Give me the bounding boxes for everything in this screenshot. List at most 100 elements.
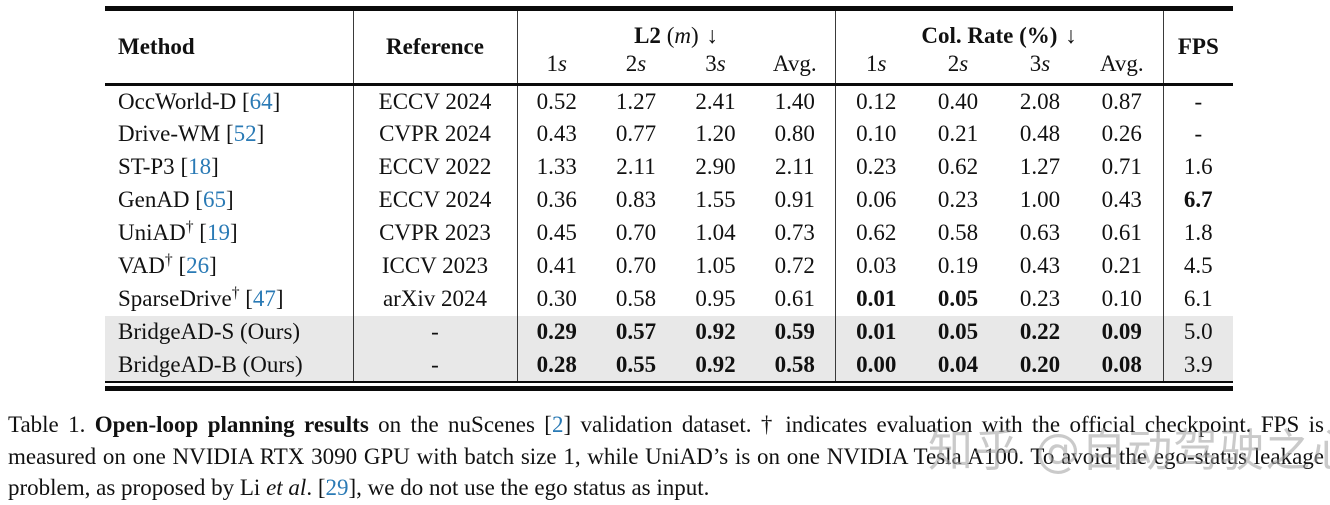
caption-segment: . [ — [306, 475, 326, 500]
dagger-marker: † — [185, 218, 194, 236]
col-rate-value: 0.43 — [1019, 253, 1061, 278]
table-row: Drive-WM [52] CVPR 2024 0.43 0.77 1.20 0.80 0.… — [105, 117, 1233, 151]
caption-citation-link[interactable]: 29 — [325, 475, 349, 500]
l2-value: 2.11 — [616, 154, 656, 179]
caption-citation-link[interactable]: 2 — [551, 412, 564, 437]
col-rate-value: 0.62 — [856, 220, 897, 245]
col-rate-value: 0.62 — [937, 154, 979, 179]
col-rate-value: 0.05 — [937, 286, 979, 311]
col-rate-value: 0.48 — [1019, 121, 1061, 146]
col-rate-value: 0.21 — [937, 121, 979, 146]
l2-value: 0.73 — [755, 216, 836, 250]
col-rate-value: 0.01 — [856, 286, 897, 311]
l2-value: 0.70 — [615, 253, 657, 278]
caption-segment: ], we do not use the ego status as input… — [348, 475, 710, 500]
col-rate-value: 0.10 — [856, 121, 897, 146]
citation-link[interactable]: 26 — [186, 253, 210, 278]
col-rate-value: 0.12 — [856, 88, 897, 114]
caption-segment: et al — [266, 475, 307, 500]
results-table: Method Reference L2 (m) ↓ Col. Rate (%) … — [105, 6, 1234, 391]
method-cell: GenAD [65] — [105, 183, 354, 217]
col-rate-value: 0.03 — [856, 253, 897, 278]
l2-value: 0.80 — [755, 117, 836, 151]
method-name: UniAD — [118, 220, 186, 245]
col-rate-value: 0.01 — [856, 319, 897, 344]
l2-value: 2.90 — [695, 154, 736, 179]
col-rate-value: 0.09 — [1081, 315, 1164, 349]
col-rate-value: 0.10 — [1081, 282, 1164, 316]
reference-cell: - — [353, 348, 518, 382]
method-cell: SparseDrive† [47] — [105, 282, 354, 316]
l2-value: 0.91 — [755, 183, 836, 217]
reference-cell: CVPR 2024 — [353, 117, 518, 151]
l2-value: 2.11 — [755, 150, 836, 184]
method-cell: BridgeAD-B (Ours) — [105, 348, 354, 382]
caption-segment: on the nuScenes [ — [368, 412, 552, 437]
l2-value: 1.40 — [755, 84, 836, 118]
reference-cell: ICCV 2023 — [353, 249, 518, 283]
method-name: SparseDrive — [118, 286, 232, 311]
l2-value: 0.41 — [536, 253, 577, 278]
l2-value: 1.05 — [695, 253, 736, 278]
open-loop-planning-table: Method Reference L2 (m) ↓ Col. Rate (%) … — [105, 6, 1234, 383]
method-cell: VAD† [26] — [105, 249, 354, 283]
col-rate-value: 0.23 — [937, 187, 979, 212]
reference-cell: ECCV 2024 — [353, 183, 518, 217]
l2-value: 0.61 — [755, 282, 836, 316]
citation-link[interactable]: 18 — [188, 154, 212, 179]
l2-value: 2.41 — [695, 88, 736, 114]
method-cell: OccWorld-D [64] — [105, 84, 354, 118]
method-name: GenAD — [118, 187, 190, 212]
col-rate-value: 0.58 — [937, 220, 979, 245]
table-bottom-rule — [105, 385, 1233, 391]
col-rate-value: 0.04 — [937, 351, 979, 377]
reference-cell: ECCV 2022 — [353, 150, 518, 184]
fps-value: 4.5 — [1183, 253, 1213, 278]
l2-value: 0.77 — [615, 121, 657, 146]
citation-link[interactable]: 19 — [206, 220, 230, 245]
reference-cell: arXiv 2024 — [353, 282, 518, 316]
citation-link[interactable]: 65 — [202, 187, 226, 212]
col-rate-value: 1.27 — [1019, 154, 1061, 179]
caption-segment: Table 1. — [8, 412, 95, 437]
col-rate-value: 2.08 — [1019, 88, 1061, 114]
col-rate-value: 0.21 — [1081, 249, 1164, 283]
col-rate-value: 0.05 — [937, 319, 979, 344]
method-name: VAD — [118, 253, 165, 278]
l2-value: 0.55 — [615, 351, 657, 377]
table-row: GenAD [65] ECCV 2024 0.36 0.83 1.55 0.91 0.06 0… — [105, 183, 1233, 217]
col-rate-value: 0.23 — [1019, 286, 1061, 311]
col-header-reference: Reference — [353, 8, 518, 86]
method-name: BridgeAD-B (Ours) — [118, 351, 303, 377]
l2-value: 0.58 — [755, 348, 836, 382]
col-header-fps: FPS — [1163, 8, 1234, 86]
table-row: BridgeAD-S (Ours) -0.29 0.57 0.92 0.59 0.01 0.… — [105, 315, 1234, 349]
col-rate-value: 0.00 — [856, 351, 897, 377]
sub-header-l2-avg: Avg. — [755, 49, 836, 86]
l2-value: 1.27 — [615, 88, 657, 114]
table-row: SparseDrive† [47] arXiv 2024 0.30 0.58 0.95 0… — [105, 282, 1233, 316]
fps-value: 6.1 — [1183, 286, 1213, 311]
col-rate-value: 0.61 — [1081, 216, 1164, 250]
dagger-marker: † — [231, 284, 240, 302]
fps-value: - — [1194, 121, 1203, 146]
l2-value: 0.58 — [615, 286, 657, 311]
citation-link[interactable]: 64 — [249, 88, 273, 114]
reference-cell: CVPR 2023 — [353, 216, 518, 250]
fps-value: - — [1194, 88, 1203, 114]
table-body: OccWorld-D [64] ECCV 2024 0.52 1.27 2.41 1.40… — [105, 84, 1234, 382]
method-name: OccWorld-D — [118, 88, 237, 114]
citation-link[interactable]: 47 — [252, 286, 276, 311]
l2-value: 0.59 — [755, 315, 836, 349]
sub-header-l2-2s: 2s — [596, 49, 676, 86]
fps-value: 5.0 — [1183, 319, 1213, 344]
l2-value: 1.33 — [536, 154, 577, 179]
col-rate-group-label: Col. Rate (%) — [921, 22, 1058, 48]
l2-value: 1.55 — [695, 187, 736, 212]
citation-link[interactable]: 52 — [233, 121, 257, 146]
caption-segment: Open-loop planning results — [94, 412, 369, 437]
method-name: BridgeAD-S (Ours) — [118, 319, 301, 344]
l2-value: 0.92 — [695, 319, 736, 344]
l2-value: 0.72 — [755, 249, 836, 283]
col-rate-value: 0.08 — [1081, 348, 1164, 382]
